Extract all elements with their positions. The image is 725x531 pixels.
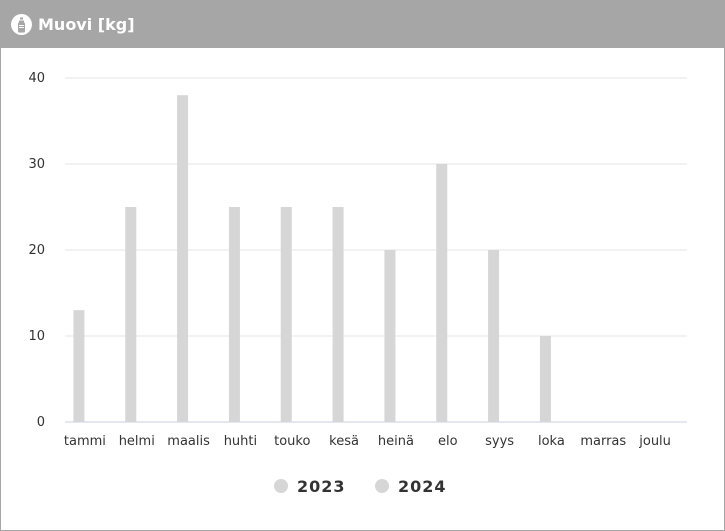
- bar-2023-huhti: [228, 207, 240, 422]
- bar-2023-tammi: [73, 310, 85, 422]
- y-tick-label: 0: [37, 415, 45, 430]
- x-tick-label: touko: [274, 434, 310, 449]
- x-tick-label: marras: [580, 434, 626, 449]
- x-tick-label: kesä: [329, 434, 359, 449]
- x-tick-label: helmi: [119, 434, 155, 449]
- legend-marker: [274, 479, 288, 493]
- bar-2023-loka: [539, 336, 551, 422]
- x-tick-label: heinä: [378, 434, 414, 449]
- x-tick-label: joulu: [638, 434, 671, 449]
- legend-marker: [375, 479, 389, 493]
- x-tick-label: huhti: [224, 434, 257, 449]
- bar-2023-heinä: [384, 250, 396, 422]
- bar-2023-maalis: [177, 95, 189, 422]
- bar-2023-elo: [436, 164, 448, 422]
- y-tick-label: 30: [28, 157, 45, 172]
- y-tick-label: 40: [28, 71, 45, 86]
- x-tick-label: maalis: [167, 434, 210, 449]
- panel-header: Muovi [kg]: [1, 1, 724, 48]
- x-tick-label: loka: [538, 434, 565, 449]
- legend-label: 2024: [398, 477, 447, 496]
- bar-2023-syys: [488, 250, 500, 422]
- y-tick-label: 10: [28, 329, 45, 344]
- x-tick-label: tammi: [64, 434, 106, 449]
- x-tick-label: syys: [485, 434, 514, 449]
- bottle-icon: [11, 14, 32, 35]
- panel-title: Muovi [kg]: [38, 15, 135, 34]
- y-tick-label: 20: [28, 243, 45, 258]
- bar-2023-touko: [280, 207, 292, 422]
- bar-2023-helmi: [125, 207, 137, 422]
- bar-chart: 0 10 20 30 40 tammi helmi maalis huhti touko kesä h…: [28, 71, 687, 496]
- legend-label: 2023: [297, 477, 346, 496]
- x-tick-label: elo: [438, 434, 458, 449]
- bar-2023-kesä: [332, 207, 344, 422]
